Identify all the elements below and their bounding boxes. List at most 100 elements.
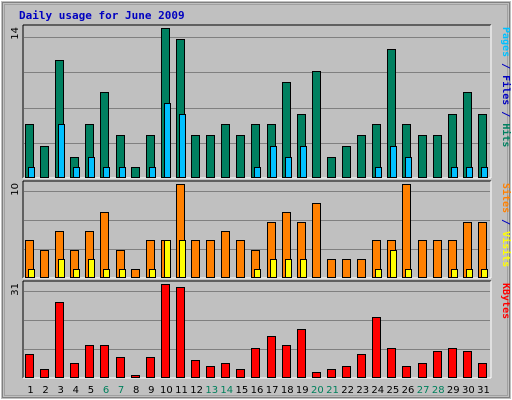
bar-visits-visits-day-29 <box>451 269 458 278</box>
series-visits-visits <box>28 240 488 278</box>
bar-hits-files-day-16 <box>254 167 261 178</box>
x-tick-label-day-16: 16 <box>251 385 264 396</box>
x-tick-label-day-23: 23 <box>356 385 369 396</box>
bar-visits-visits-day-6 <box>103 269 110 278</box>
x-tick-label-day-11: 11 <box>175 385 188 396</box>
panel-hits: 14 Pages / Files / Hits <box>10 24 512 179</box>
bar-visits-sites-day-28 <box>433 240 442 278</box>
bar-hits-files-day-25 <box>390 146 397 178</box>
bar-visits-visits-day-17 <box>270 259 277 278</box>
bar-hits-hits-day-14 <box>221 124 230 178</box>
bar-hits-hits-day-27 <box>418 135 427 178</box>
bar-visits-sites-day-13 <box>206 240 215 278</box>
bar-hits-hits-day-28 <box>433 135 442 178</box>
legend-label-hits: Pages / Files / Hits <box>500 27 512 147</box>
y-max-label-kbytes: 31 <box>10 283 21 296</box>
bar-kbytes-kbytes-day-13 <box>206 366 215 378</box>
bar-hits-files-day-17 <box>270 146 277 178</box>
bar-kbytes-kbytes-day-30 <box>463 351 472 378</box>
x-tick-label-day-3: 3 <box>58 385 64 396</box>
bar-kbytes-kbytes-day-1 <box>25 354 34 378</box>
legend-label-visits: Sites / Visits <box>500 183 512 267</box>
x-tick-label-day-8: 8 <box>133 385 139 396</box>
bar-kbytes-kbytes-day-25 <box>387 348 396 378</box>
bar-hits-files-day-31 <box>481 167 488 178</box>
bar-visits-visits-day-7 <box>119 269 126 278</box>
bar-hits-hits-day-30 <box>463 92 472 178</box>
bar-visits-sites-day-22 <box>342 259 351 278</box>
panel-visits: 10 Sites / Visits <box>10 180 512 279</box>
x-tick-label-day-2: 2 <box>42 385 48 396</box>
bar-kbytes-kbytes-day-4 <box>70 363 79 378</box>
bar-kbytes-kbytes-day-26 <box>402 366 411 378</box>
bar-kbytes-kbytes-day-8 <box>131 375 140 378</box>
bar-hits-files-day-29 <box>451 167 458 178</box>
y-max-label-visits: 10 <box>10 183 21 196</box>
legend-part: / <box>500 105 511 123</box>
bar-kbytes-kbytes-day-16 <box>251 348 260 378</box>
x-tick-label-day-13: 13 <box>205 385 218 396</box>
bar-kbytes-kbytes-day-12 <box>191 360 200 378</box>
frame-inner <box>4 4 508 396</box>
bar-visits-visits-day-30 <box>466 269 473 278</box>
bar-kbytes-kbytes-day-31 <box>478 363 487 378</box>
x-tick-label-day-7: 7 <box>118 385 124 396</box>
bar-hits-hits-day-21 <box>327 157 336 178</box>
bar-visits-sites-day-27 <box>418 240 427 278</box>
bar-kbytes-kbytes-day-18 <box>282 345 291 378</box>
bar-hits-files-day-30 <box>466 167 473 178</box>
bar-hits-hits-day-12 <box>191 135 200 178</box>
series-kbytes-kbytes <box>25 284 487 378</box>
bar-kbytes-kbytes-day-6 <box>100 345 109 378</box>
legend-part: / <box>500 213 511 231</box>
bar-hits-files-day-5 <box>88 157 95 178</box>
x-tick-label-day-19: 19 <box>296 385 309 396</box>
x-tick-label-day-15: 15 <box>236 385 249 396</box>
bar-visits-visits-day-9 <box>149 269 156 278</box>
bar-visits-visits-day-18 <box>285 259 292 278</box>
bar-hits-files-day-18 <box>285 157 292 178</box>
x-tick-label-day-22: 22 <box>341 385 354 396</box>
bar-kbytes-kbytes-day-27 <box>418 363 427 378</box>
bar-visits-visits-day-19 <box>300 259 307 278</box>
x-tick-label-day-30: 30 <box>462 385 475 396</box>
x-tick-label-day-26: 26 <box>402 385 415 396</box>
bar-visits-visits-day-1 <box>28 269 35 278</box>
bar-hits-files-day-6 <box>103 167 110 178</box>
series-hits-files <box>28 103 488 178</box>
legend-part: Files <box>500 75 512 105</box>
legend-part: KBytes <box>500 283 511 319</box>
bar-hits-files-day-1 <box>28 167 35 178</box>
bar-kbytes-kbytes-day-28 <box>433 351 442 378</box>
bar-hits-files-day-10 <box>164 103 171 178</box>
x-tick-label-day-1: 1 <box>27 385 33 396</box>
bar-kbytes-kbytes-day-21 <box>327 369 336 378</box>
legend-part: / <box>500 57 511 75</box>
bar-visits-visits-day-11 <box>179 240 186 278</box>
bar-visits-visits-day-3 <box>58 259 65 278</box>
legend-part: Hits <box>500 123 512 147</box>
bar-hits-hits-day-8 <box>131 167 140 178</box>
legend-label-kbytes: KBytes <box>500 283 511 319</box>
x-tick-label-day-21: 21 <box>326 385 339 396</box>
chart-title: Daily usage for June 2009 <box>19 9 185 22</box>
bar-hits-files-day-11 <box>179 114 186 178</box>
bar-visits-sites-day-2 <box>40 250 49 278</box>
x-tick-label-day-31: 31 <box>477 385 490 396</box>
bar-visits-sites-day-6 <box>100 212 109 278</box>
x-tick-label-day-25: 25 <box>387 385 400 396</box>
bar-kbytes-kbytes-day-2 <box>40 369 49 378</box>
bar-visits-sites-day-14 <box>221 231 230 278</box>
x-tick-label-day-14: 14 <box>220 385 233 396</box>
x-tick-label-day-20: 20 <box>311 385 324 396</box>
bar-kbytes-kbytes-day-3 <box>55 302 64 378</box>
bar-kbytes-kbytes-day-10 <box>161 284 170 378</box>
x-tick-label-day-6: 6 <box>103 385 109 396</box>
bar-visits-sites-day-23 <box>357 259 366 278</box>
bar-kbytes-kbytes-day-24 <box>372 317 381 378</box>
bar-visits-visits-day-10 <box>164 240 171 278</box>
bar-visits-visits-day-26 <box>405 269 412 278</box>
bar-hits-files-day-7 <box>119 167 126 178</box>
